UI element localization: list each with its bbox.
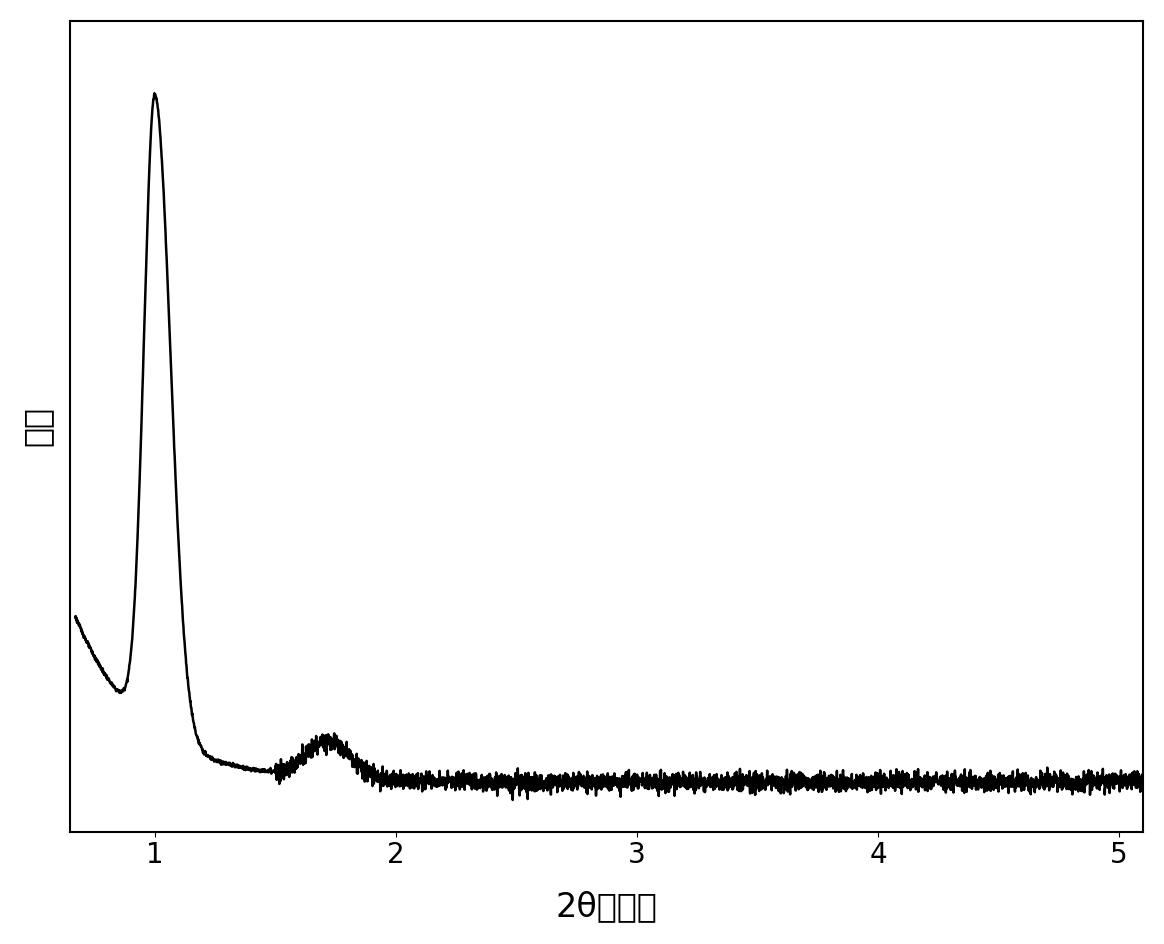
X-axis label: 2θ（度）: 2θ（度）: [556, 890, 658, 923]
Y-axis label: 强度: 强度: [21, 406, 54, 447]
